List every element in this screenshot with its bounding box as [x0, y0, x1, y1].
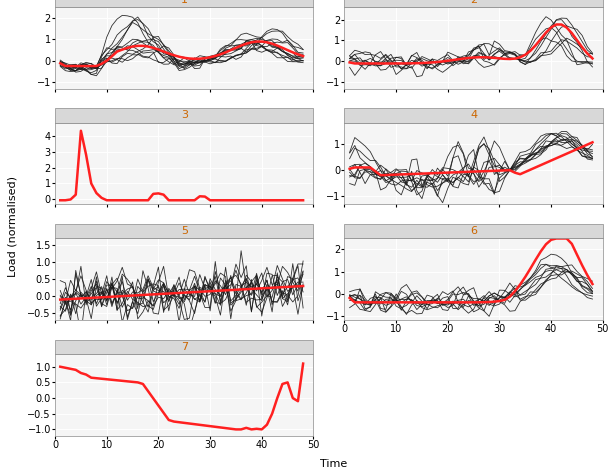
FancyBboxPatch shape	[345, 0, 603, 7]
Text: 4: 4	[470, 110, 477, 121]
Text: 1: 1	[181, 0, 188, 5]
Text: Load (normalised): Load (normalised)	[7, 176, 17, 276]
FancyBboxPatch shape	[55, 108, 313, 123]
Text: Time: Time	[320, 459, 347, 469]
FancyBboxPatch shape	[55, 0, 313, 7]
FancyBboxPatch shape	[345, 224, 603, 238]
FancyBboxPatch shape	[345, 108, 603, 123]
Text: 2: 2	[470, 0, 477, 5]
FancyBboxPatch shape	[55, 340, 313, 354]
Text: 6: 6	[470, 226, 477, 236]
FancyBboxPatch shape	[55, 224, 313, 238]
Text: 5: 5	[181, 226, 188, 236]
Text: 3: 3	[181, 110, 188, 121]
Text: 7: 7	[181, 342, 188, 352]
